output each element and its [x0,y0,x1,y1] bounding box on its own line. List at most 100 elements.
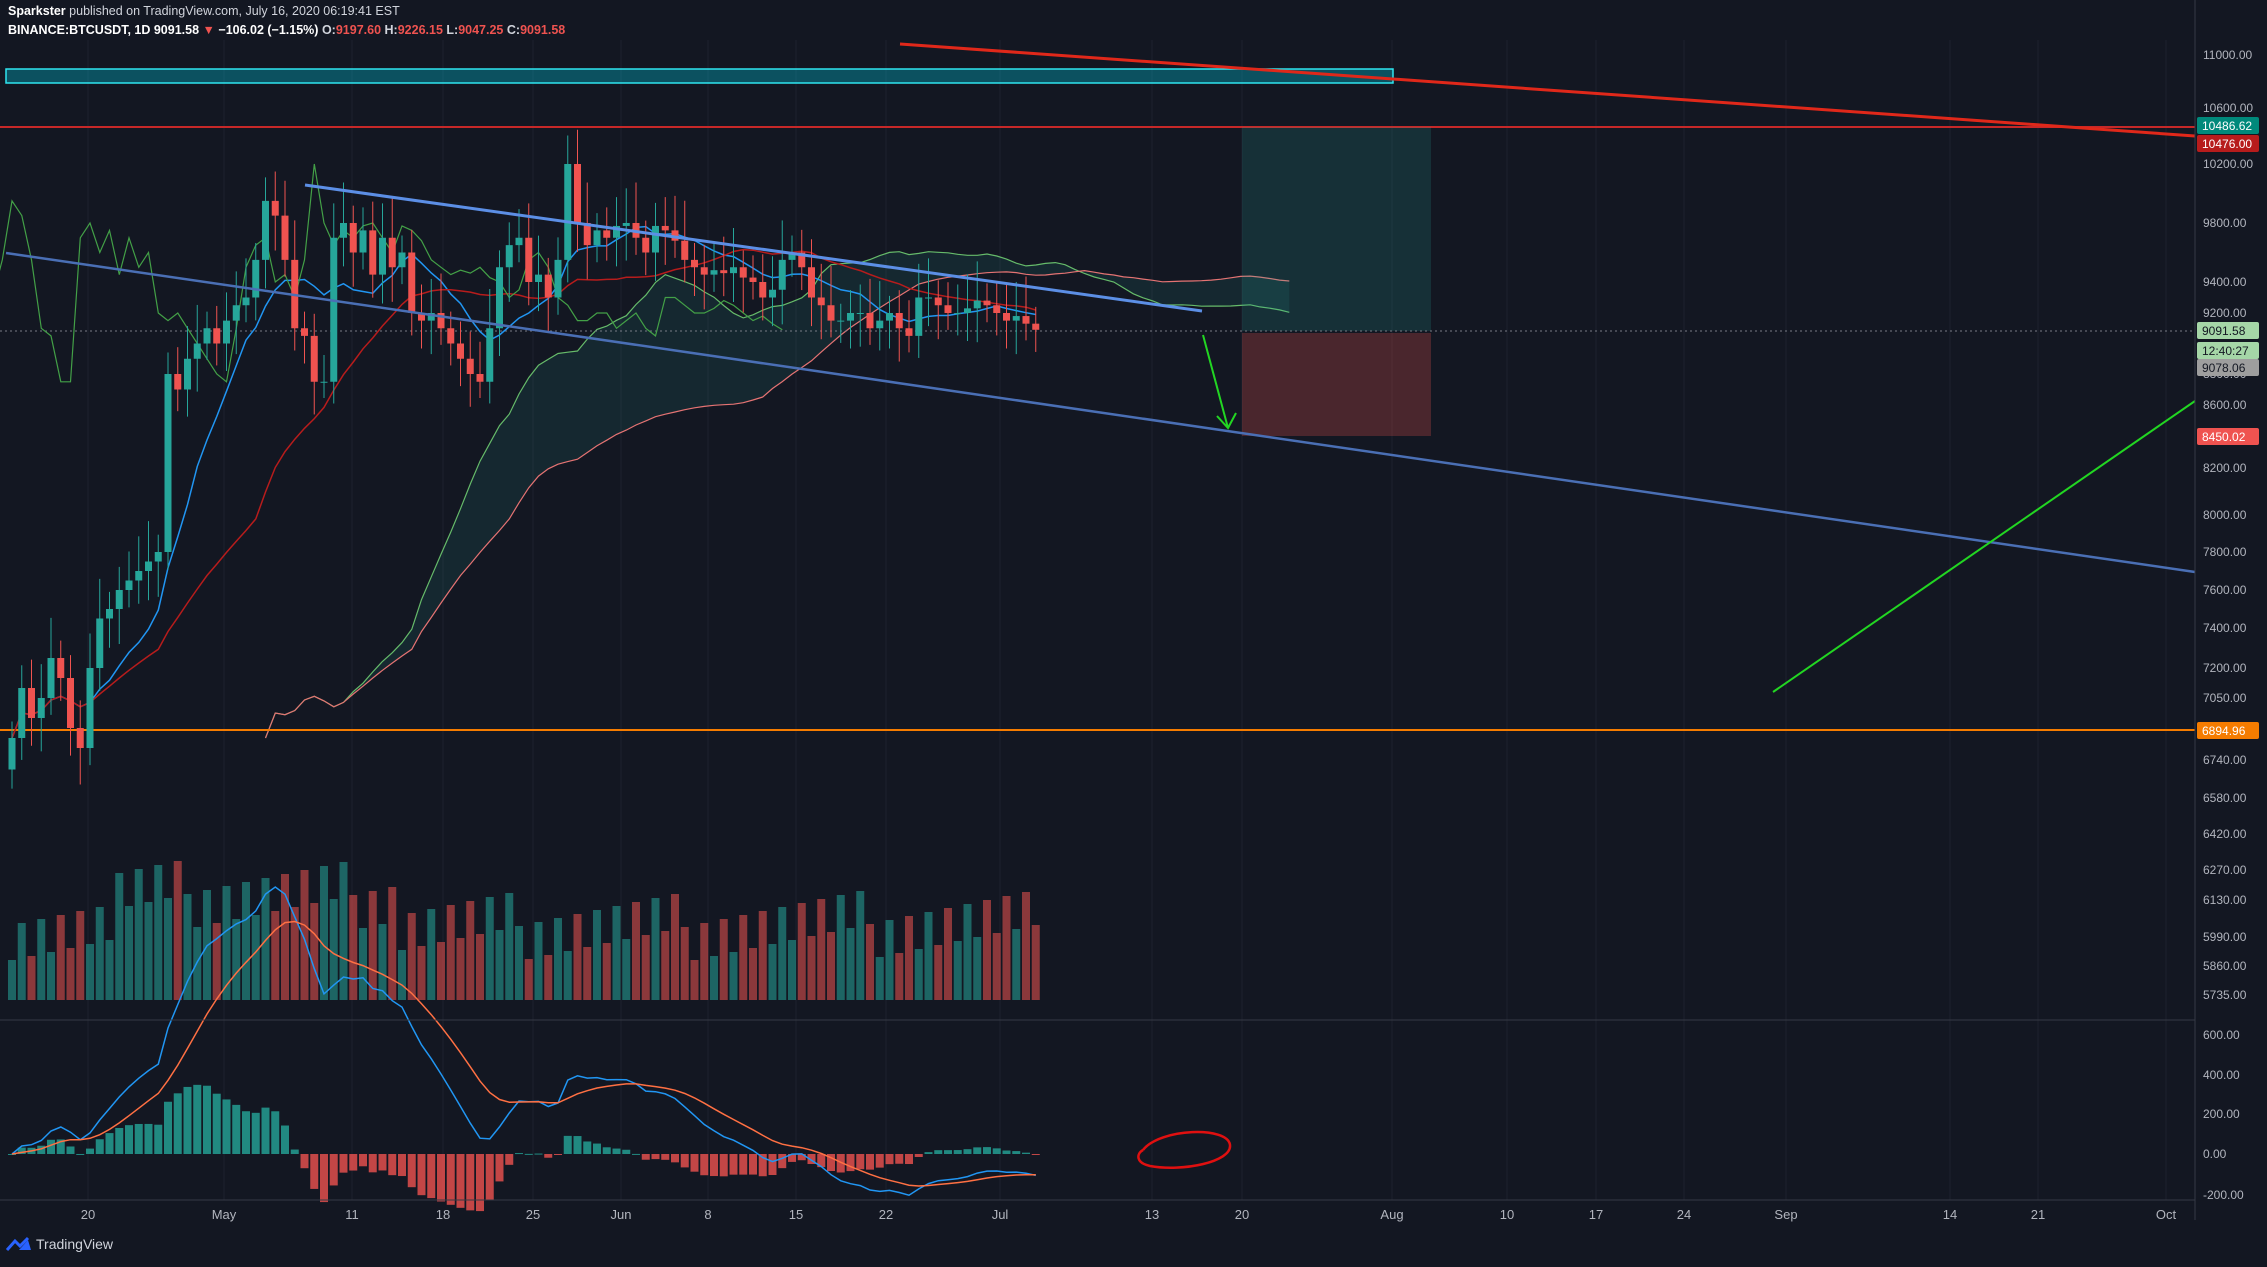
price-tick-label: 10600.00 [2203,101,2253,115]
green-trendline[interactable] [1772,400,2196,693]
macd-histogram-bar [505,1154,514,1165]
author-name[interactable]: Sparkster [8,4,66,18]
candle-body [340,223,347,238]
macd-histogram-bar [95,1139,104,1154]
time-tick-label: 21 [2031,1207,2045,1222]
candle-body [827,305,835,321]
candle-body [847,313,854,321]
macd-histogram-bar [612,1148,621,1154]
time-tick-label: Jun [611,1207,632,1222]
macd-histogram-bar [37,1145,46,1154]
arrow-head-icon [1216,412,1237,430]
macd-histogram-bar [700,1154,709,1176]
time-tick-label: Sep [1774,1207,1797,1222]
candle-body [583,223,591,246]
candle-body [720,270,728,274]
down-arrow-icon: ▼ [202,23,215,37]
candle-body [379,237,386,275]
candle-body [564,164,572,260]
macd-histogram-bar [905,1154,913,1165]
candle-body [106,609,113,619]
macd-histogram-bar [476,1154,484,1212]
candle-body [213,328,221,344]
price-label-box [2197,722,2259,739]
candle-body [905,328,913,336]
time-tick-label: 22 [879,1207,893,1222]
candle-body [554,259,562,298]
position-target-zone[interactable] [1242,127,1431,331]
macd-histogram-bar [212,1093,221,1154]
macd-histogram-bar [407,1154,416,1188]
volume-bar [398,950,406,1000]
resistance-zone[interactable] [5,68,1394,84]
macd-histogram-bar [281,1125,289,1154]
conversion-line [11,225,1036,739]
candle-body [1012,316,1020,321]
volume-bar [671,894,679,1000]
volume-bar [983,900,991,1000]
candle-body [359,230,367,253]
candle-body [837,320,845,322]
candle-body [759,282,767,298]
projection-arrow[interactable] [1202,334,1229,429]
macd-histogram-bar [222,1099,231,1154]
price-axis: 11000.00 10600.00 10200.00 9800.00 9400.00 92… [2203,48,2253,1002]
blue-upper-trendline[interactable] [304,183,1203,313]
candle-body [310,335,318,382]
volume-bar [875,957,884,1000]
candle-body [525,237,533,282]
macd-histogram-bar [66,1146,75,1154]
brand-name[interactable]: TradingView [36,1236,114,1252]
volume-bar [563,951,572,1000]
volume-bar [914,949,923,1000]
position-stop-zone[interactable] [1242,333,1431,436]
macd-histogram-bar [76,1153,85,1155]
volume-bar [593,910,601,1000]
macd-histogram-bar [544,1154,553,1158]
candle-body [730,267,737,274]
highlight-circle[interactable] [1137,1130,1232,1169]
volume-bar [427,909,436,1000]
candle-body [57,658,65,678]
volume-bar [778,907,787,1000]
volume-bar [271,911,280,1000]
macd-histogram-bar [1031,1154,1040,1155]
candle-body [769,289,776,298]
volume-bar [934,945,943,1000]
volume-bar [583,947,592,1000]
candle-body [47,658,55,698]
price-label-box [2197,135,2259,152]
red-downtrend-line[interactable] [899,42,2196,138]
price-label: 6894.96 [2202,724,2246,738]
volume-bar [680,927,689,1000]
volume-bar [349,895,358,1000]
macd-histogram-bar [359,1154,367,1167]
time-tick-label: 8 [704,1207,711,1222]
candle-body [37,698,45,718]
candle-body [271,200,279,216]
blue-lower-trendline[interactable] [5,251,2196,574]
candle-body [262,200,269,260]
macd-histogram-bar [953,1150,962,1154]
price-tick-label: 8000.00 [2203,508,2247,522]
macd-histogram-bar [856,1154,865,1170]
volume-bar [417,946,426,1000]
publish-line: Sparkster published on TradingView.com, … [8,2,565,21]
macd-histogram-bar [183,1086,192,1154]
macd-histogram-bar [602,1147,611,1154]
macd-histogram-bar [875,1154,884,1168]
macd-histogram-bar [466,1154,475,1211]
macd-axis: 600.00 400.00 200.00 0.00 -200.00 [2203,1028,2244,1202]
candle-body [184,358,191,390]
volume-bar [407,913,416,1000]
tradingview-logo-icon [6,1236,31,1251]
price-tick-label: 5860.00 [2203,959,2247,973]
macd-histogram-bar [193,1084,202,1154]
volume-bar [612,906,621,1000]
candle-body [203,328,211,344]
macd-histogram-bar [651,1154,660,1160]
candle-body [515,237,523,246]
macd-histogram-bar [671,1154,679,1163]
price-tick-label: 9400.00 [2203,275,2247,289]
